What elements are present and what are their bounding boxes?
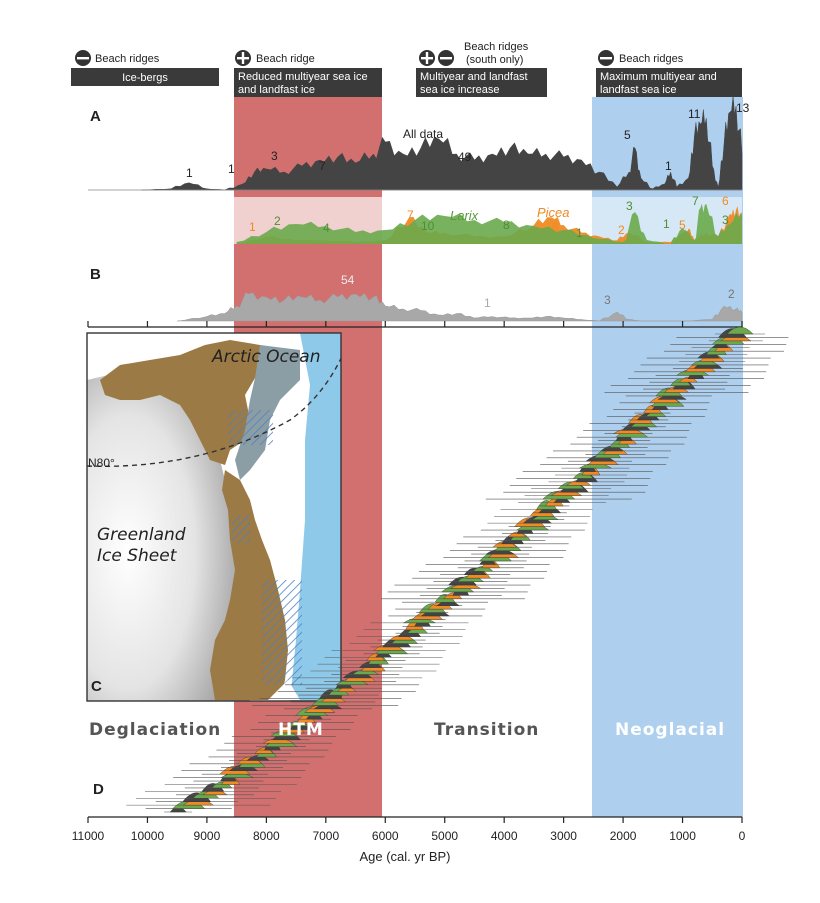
panel-label-a: A [90,108,101,125]
svg-text:sea ice increase: sea ice increase [420,84,500,96]
hatched-region [262,580,302,685]
larix-label: Larix [450,208,479,223]
count-label: 2 [274,214,281,228]
count-label: 10 [421,219,435,233]
picea-label: Picea [537,205,570,220]
panel-label-b: B [90,266,101,283]
x-tick-label: 11000 [72,829,105,843]
hatched-region [228,410,273,445]
period-htm: HTM [278,720,324,740]
x-tick-label: 2000 [610,829,637,843]
picea-counts: 1 7 6 2 5 6 [249,194,729,237]
svg-text:(south only): (south only) [466,54,523,66]
count-label: 1 [228,162,235,176]
sample-probability [726,326,754,335]
a-counts: 1 1 3 7 49 5 1 11 13 [186,101,750,180]
panel-label-c: C [91,678,102,695]
svg-text:Beach ridge: Beach ridge [256,53,315,65]
count-label: 1 [663,217,670,231]
all-data-area [141,95,743,191]
period-deglaciation: Deglaciation [89,720,221,740]
svg-text:Beach ridges: Beach ridges [619,53,684,65]
x-tick-label: 10000 [131,829,165,843]
ice-sheet-label: Greenland [97,525,186,545]
map-inset: Arctic Ocean Greenland Ice Sheet N80° C [86,332,342,702]
ocean-label: Arctic Ocean [211,347,320,367]
count-label: 49 [458,150,472,164]
x-tick-label: 5000 [431,829,458,843]
latitude-line [87,356,341,467]
svg-text:landfast sea ice: landfast sea ice [600,84,676,96]
count-label: 4 [323,221,330,235]
panel-label-d: D [93,781,104,798]
all-data-label: All data [403,127,443,141]
hatched-region [232,515,250,543]
svg-text:Ice-bergs: Ice-bergs [122,72,168,84]
count-label: 6 [552,220,559,234]
x-tick-label: 0 [739,829,746,843]
count-label: 3 [626,199,633,213]
header-icebergs: Beach ridges Ice-bergs [71,50,219,86]
count-label: 7 [319,159,326,173]
count-label: 1 [484,296,491,310]
x-tick-label: 9000 [194,829,221,843]
count-label: 5 [624,128,631,142]
count-label: 13 [736,101,750,115]
count-label: 7 [407,208,414,222]
svg-text:Beach ridges: Beach ridges [464,41,529,53]
period-neoglacial: Neoglacial [615,720,725,740]
ocean-area [290,333,341,701]
count-label: 11 [688,107,701,121]
count-label: 54 [341,273,355,287]
mid-axis-ticks [87,321,743,327]
ice-sheet-label: Ice Sheet [97,546,178,566]
larix-counts: 2 4 10 8 1 3 1 7 3 [274,194,729,240]
dated-samples [126,326,789,813]
svg-text:Maximum multiyear and: Maximum multiyear and [600,71,717,83]
period-transition: Transition [434,720,539,740]
count-label: 5 [679,218,686,232]
x-axis-ticks: 11000 10000 9000 8000 7000 6000 5000 4000 3000 20… [72,817,746,843]
count-label: 2 [728,287,735,301]
svg-text:Reduced multiyear sea ice: Reduced multiyear sea ice [238,71,368,83]
count-label: 3 [271,149,278,163]
count-label: 8 [503,218,510,232]
x-tick-label: 7000 [312,829,339,843]
header-increase: Beach ridges (south only) Multiyear and … [416,41,547,97]
svg-text:Multiyear and landfast: Multiyear and landfast [420,71,528,83]
count-label: 1 [665,159,672,173]
x-tick-label: 8000 [253,829,280,843]
land-north [100,340,300,465]
count-label: 3 [604,293,611,307]
x-axis-label: Age (cal. yr BP) [359,849,450,864]
count-label: 3 [722,213,729,227]
x-tick-label: 6000 [372,829,399,843]
x-tick-label: 3000 [550,829,577,843]
x-tick-label: 4000 [491,829,518,843]
coast-white [268,680,300,700]
count-label: 7 [692,194,699,208]
count-label: 2 [618,223,625,237]
count-label: 6 [722,194,729,208]
svg-text:Beach ridges: Beach ridges [95,53,160,65]
larix-area [236,203,742,244]
latitude-label: N80° [88,456,115,470]
count-label: 1 [576,226,583,240]
x-tick-label: 1000 [669,829,696,843]
header-reduced: Beach ridge Reduced multiyear sea ice an… [234,50,382,97]
b-counts: 54 1 3 2 [341,273,735,310]
count-label: 1 [186,166,193,180]
svg-text:and landfast ice: and landfast ice [238,84,315,96]
header-maximum: Beach ridges Maximum multiyear and landf… [596,50,742,97]
count-label: 1 [249,220,256,234]
other-area [177,292,743,322]
